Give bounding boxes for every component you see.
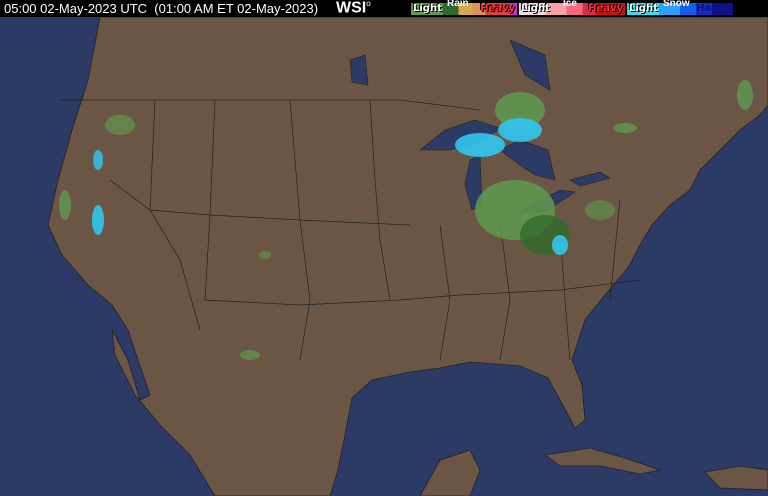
wsi-logo: WSIo xyxy=(336,0,371,17)
land-yucatan xyxy=(419,449,481,496)
logo-text: WSI xyxy=(336,0,367,17)
legend-ice-heavy: Heavy xyxy=(588,3,623,14)
rain-echo xyxy=(259,251,271,259)
rain-echo xyxy=(737,80,753,110)
rain-echo xyxy=(105,115,135,135)
snow-echo xyxy=(93,150,103,170)
snow-echo xyxy=(455,133,505,157)
legend-snow-heavy: Heavy xyxy=(696,3,731,14)
rain-echo xyxy=(240,350,260,360)
legend-ice-label: Ice xyxy=(563,0,577,9)
great-lakes xyxy=(349,39,611,213)
legend-snow-scale xyxy=(627,3,733,15)
legend-rain-scale xyxy=(411,3,517,15)
legend-snow-light: Light xyxy=(629,3,658,14)
radar-echoes xyxy=(59,80,753,360)
legend-rain-light: Light xyxy=(413,3,442,14)
timestamp: 05:00 02-May-2023 UTC (01:00 AM ET 02-Ma… xyxy=(4,1,319,16)
rain-echo xyxy=(495,92,545,128)
legend-rain: Light Rain Heavy xyxy=(411,0,517,15)
land-hispaniola xyxy=(704,465,768,491)
legend-ice-light: Light xyxy=(521,3,550,14)
snow-echo xyxy=(498,118,542,142)
snow-echo xyxy=(552,235,568,255)
legend-rain-heavy: Heavy xyxy=(480,3,515,14)
land-north-america xyxy=(47,16,768,496)
legend-rain-label: Rain xyxy=(447,0,469,9)
legend-snow-label: Snow xyxy=(663,0,690,9)
header-bar: 05:00 02-May-2023 UTC (01:00 AM ET 02-Ma… xyxy=(0,0,768,17)
legend-ice-scale xyxy=(519,3,625,15)
state-borders xyxy=(60,99,641,361)
legend-snow: Light Snow Heavy xyxy=(627,0,733,15)
rain-echo xyxy=(613,123,637,133)
snow-echo xyxy=(92,205,104,235)
legend-ice: Light Ice Heavy xyxy=(519,0,625,15)
rain-echo xyxy=(585,200,615,220)
rain-echo xyxy=(59,190,71,220)
land-cuba xyxy=(543,447,662,475)
